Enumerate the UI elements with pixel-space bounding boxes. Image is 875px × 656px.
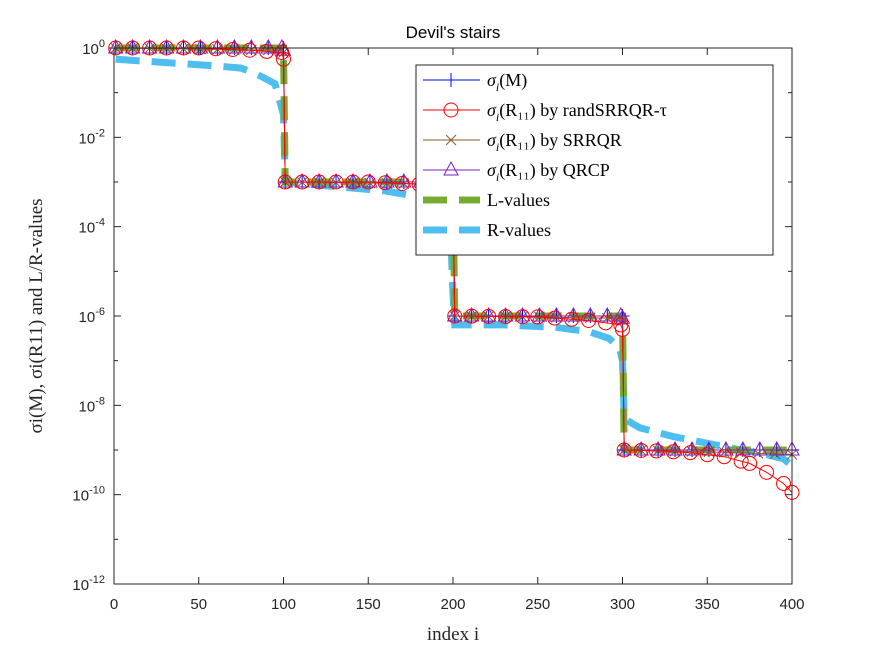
legend-label: R-values [487, 220, 551, 240]
y-tick-base: 10 [79, 398, 96, 415]
y-tick-base: 10 [82, 41, 99, 58]
y-tick-base: 10 [72, 488, 89, 505]
chart: Devil's stairs 0 50 100 150 200 250 300 350 4001… [0, 0, 875, 656]
y-tick-exponent: -12 [89, 574, 105, 586]
legend-label: L-values [487, 190, 550, 210]
y-tick-base: 10 [79, 220, 96, 237]
y-tick-base: 10 [79, 130, 96, 147]
y-tick-exponent: -2 [95, 127, 105, 139]
x-tick-label: 50 [190, 596, 207, 613]
y-tick-exponent: -8 [95, 395, 105, 407]
x-axis-label-text: index i [427, 624, 479, 645]
legend-label-rest: (R₁₁) by SRRQR [499, 130, 622, 151]
x-axis-label: index i [427, 624, 479, 645]
y-tick-base: 10 [79, 309, 96, 326]
x-tick-label: 100 [271, 596, 296, 613]
x-tick-label: 400 [779, 596, 804, 613]
y-tick-exponent: 0 [99, 38, 105, 50]
x-tick-label: 0 [110, 596, 118, 613]
x-tick-label: 150 [356, 596, 381, 613]
y-tick-exponent: -4 [95, 217, 105, 229]
legend: σi(M)σi(R₁₁) by randSRRQR-τσi(R₁₁) by SR… [416, 65, 773, 255]
chart-title: Devil's stairs [406, 23, 501, 42]
legend-label-rest: (R₁₁) by randSRRQR-τ [499, 100, 667, 121]
y-tick-base: 10 [72, 577, 89, 594]
legend-label-rest: (M) [499, 70, 527, 91]
legend-label-rest: (R₁₁) by QRCP [499, 160, 610, 181]
x-tick-label: 200 [440, 596, 465, 613]
x-tick-label: 300 [610, 596, 635, 613]
y-tick-exponent: -10 [89, 485, 105, 497]
y-tick-exponent: -6 [95, 306, 105, 318]
y-axis-label: σi(M), σi(R11) and L/R-values [26, 198, 47, 433]
x-tick-label: 250 [525, 596, 550, 613]
x-tick-label: 350 [695, 596, 720, 613]
